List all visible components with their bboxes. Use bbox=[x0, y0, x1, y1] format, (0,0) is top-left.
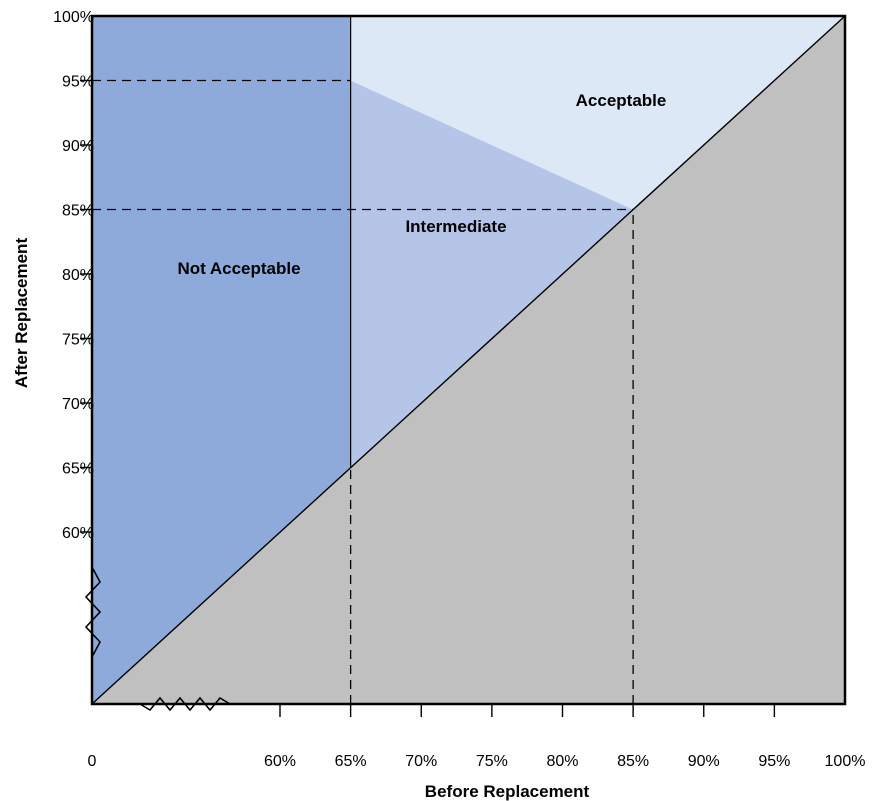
region-not-acceptable bbox=[92, 16, 351, 704]
x-tick-label: 95% bbox=[758, 753, 790, 770]
diagonal-line bbox=[91, 15, 846, 705]
y-tick-label: 90% bbox=[62, 138, 94, 155]
y-tick-label: 60% bbox=[62, 525, 94, 542]
y-tick-label: 65% bbox=[62, 461, 94, 478]
label-intermediate: Intermediate bbox=[405, 217, 506, 236]
y-tick-label: 70% bbox=[62, 396, 94, 413]
y-tick-label: 100% bbox=[53, 9, 94, 26]
x-tick-label: 0 bbox=[88, 753, 97, 770]
x-axis-break bbox=[139, 696, 231, 712]
y-tick-label: 80% bbox=[62, 267, 94, 284]
y-tick-label: 95% bbox=[62, 74, 94, 91]
reference-lines bbox=[92, 79, 634, 704]
y-tick-label: 75% bbox=[62, 332, 94, 349]
boundary-lines bbox=[91, 15, 846, 705]
y-axis-ticks: 60% 65% 70% 75% 80% 85% 90% 95% 100% bbox=[53, 9, 94, 542]
x-tick-label: 80% bbox=[546, 753, 578, 770]
plot-frame bbox=[90, 14, 847, 706]
x-tick-label: 65% bbox=[335, 753, 367, 770]
x-tick-label: 100% bbox=[825, 753, 866, 770]
y-tick-label: 85% bbox=[62, 203, 94, 220]
x-tick-label: 75% bbox=[476, 753, 508, 770]
axis-breaks bbox=[84, 566, 231, 712]
label-acceptable: Acceptable bbox=[576, 91, 667, 110]
region-intermediate bbox=[350, 80, 634, 468]
y-axis-title: After Replacement bbox=[12, 238, 31, 389]
x-tick-label: 90% bbox=[688, 753, 720, 770]
x-axis-title: Before Replacement bbox=[425, 782, 590, 801]
frame-border bbox=[90, 14, 847, 706]
x-tick-label: 85% bbox=[617, 753, 649, 770]
region-labels: Not Acceptable Intermediate Acceptable bbox=[177, 91, 666, 278]
x-axis-ticks: 0 60% 65% 70% 75% 80% 85% 90% 95% 100% bbox=[88, 704, 866, 770]
x-tick-label: 70% bbox=[405, 753, 437, 770]
label-not-acceptable: Not Acceptable bbox=[177, 259, 300, 278]
region-acceptable bbox=[350, 16, 845, 210]
y-axis-break bbox=[84, 566, 102, 658]
x-tick-label: 60% bbox=[264, 753, 296, 770]
